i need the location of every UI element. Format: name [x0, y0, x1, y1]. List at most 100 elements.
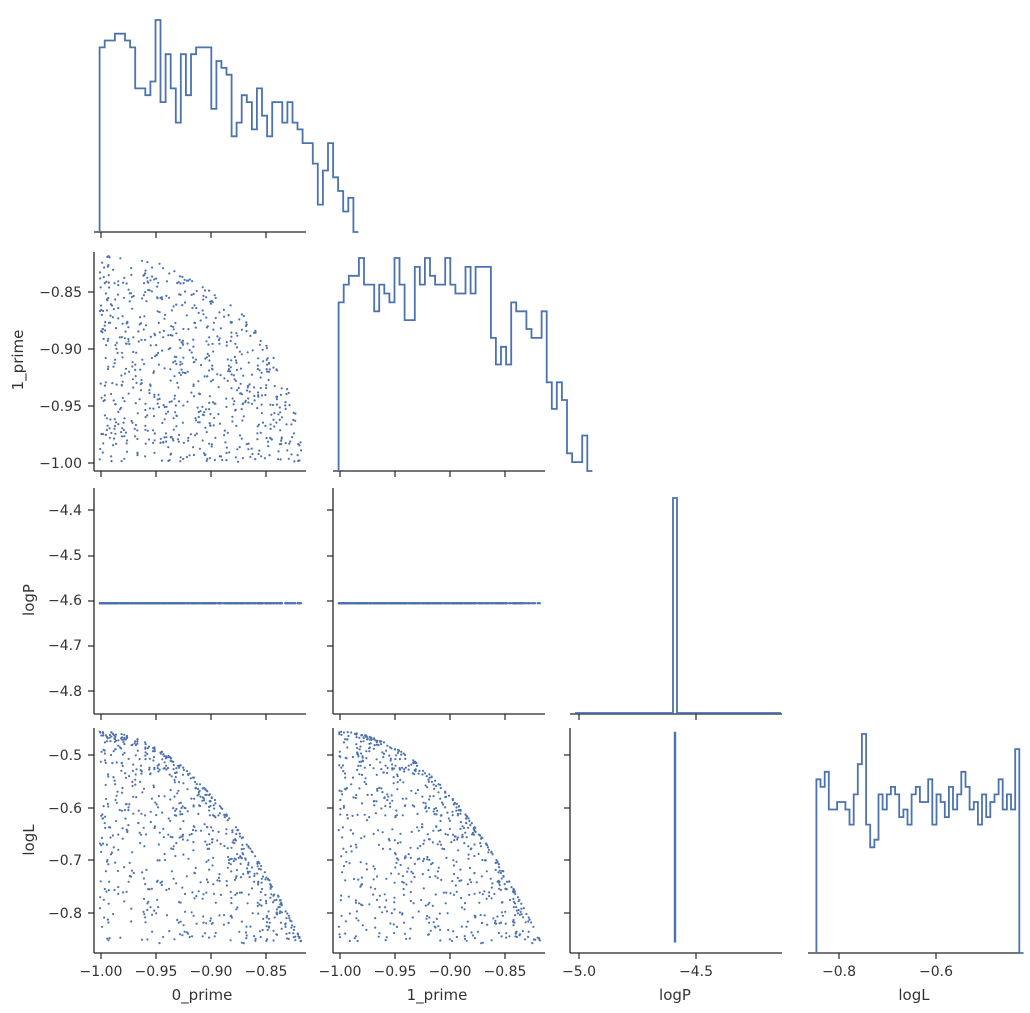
scatter-point — [151, 750, 155, 753]
scatter-point — [404, 856, 407, 859]
scatter-point — [416, 812, 419, 816]
scatter-point — [456, 836, 459, 839]
scatter-point — [500, 935, 503, 938]
scatter-point — [412, 759, 415, 762]
scatter-point — [172, 417, 175, 420]
scatter-point — [356, 751, 359, 754]
scatter-point — [178, 901, 181, 904]
scatter-point — [232, 374, 235, 377]
x-tick-label: −0.90 — [190, 964, 233, 980]
scatter-point — [158, 942, 161, 945]
scatter-point — [486, 844, 489, 847]
scatter-point — [223, 434, 226, 437]
scatter-point — [242, 853, 245, 856]
scatter-point — [178, 933, 182, 936]
scatter-point — [259, 935, 262, 939]
scatter-point — [399, 832, 402, 835]
scatter-point — [153, 395, 156, 399]
scatter-point — [109, 826, 112, 829]
scatter-point — [226, 819, 229, 822]
scatter-point — [358, 773, 361, 776]
scatter-point — [358, 748, 361, 751]
scatter-point — [448, 602, 451, 605]
scatter-point — [361, 759, 364, 762]
scatter-point — [272, 366, 275, 369]
scatter-point — [254, 329, 257, 332]
scatter-point — [427, 933, 430, 936]
scatter-point — [288, 404, 291, 407]
scatter-point — [106, 339, 109, 342]
scatter-point — [453, 835, 456, 838]
scatter-point — [197, 380, 200, 383]
scatter-point — [344, 738, 347, 741]
scatter-point — [202, 414, 205, 417]
scatter-point — [172, 361, 175, 364]
scatter-point — [358, 760, 361, 763]
scatter-point — [192, 841, 195, 844]
scatter-point — [179, 360, 182, 363]
y-tick-label: −4.7 — [48, 638, 82, 654]
scatter-point — [231, 415, 234, 418]
scatter-point — [386, 766, 389, 770]
scatter-point — [153, 393, 156, 396]
scatter-point — [231, 831, 234, 834]
scatter-point — [192, 292, 195, 295]
scatter-point — [384, 764, 387, 767]
scatter-point — [107, 775, 110, 778]
scatter-point — [403, 753, 407, 757]
scatter-point — [110, 731, 113, 734]
scatter-point — [146, 938, 149, 941]
scatter-point — [497, 863, 500, 866]
scatter-point — [163, 317, 166, 320]
scatter-point — [517, 900, 520, 903]
scatter-point — [257, 912, 260, 915]
scatter-point — [115, 801, 118, 804]
scatter-point — [395, 754, 398, 757]
scatter-point — [181, 339, 185, 342]
scatter-point — [195, 432, 198, 435]
scatter-point — [127, 337, 130, 341]
scatter-point — [390, 794, 393, 797]
scatter-point — [378, 786, 381, 790]
scatter-point — [192, 805, 195, 808]
scatter-point — [512, 887, 515, 891]
scatter-point — [267, 378, 270, 382]
scatter-point — [156, 806, 160, 809]
scatter-point — [448, 819, 451, 823]
scatter-point — [501, 901, 504, 904]
scatter-point — [185, 931, 188, 934]
scatter-point — [292, 418, 295, 422]
scatter-point — [140, 770, 143, 773]
scatter-point — [108, 937, 111, 940]
scatter-point — [461, 825, 464, 828]
scatter-point — [473, 829, 476, 833]
scatter-point — [264, 424, 267, 427]
histogram-step-1_prime — [337, 257, 593, 472]
scatter-point — [265, 916, 268, 919]
scatter-point — [125, 890, 128, 893]
scatter-point — [349, 829, 352, 832]
scatter-point — [428, 901, 431, 904]
scatter-point — [208, 422, 211, 425]
scatter-point — [340, 733, 343, 736]
scatter-point — [465, 822, 468, 825]
scatter-point — [191, 356, 195, 359]
scatter-point — [259, 386, 262, 390]
scatter-point — [114, 733, 118, 736]
scatter-point — [472, 833, 476, 836]
scatter-point — [193, 602, 197, 605]
scatter-point — [538, 937, 541, 940]
scatter-point — [497, 879, 500, 882]
scatter-point — [350, 850, 353, 853]
scatter-point — [105, 280, 108, 283]
scatter-point — [504, 602, 507, 605]
scatter-point — [161, 421, 164, 425]
scatter-point — [359, 745, 362, 748]
scatter-point — [241, 843, 244, 847]
scatter-point — [363, 780, 366, 784]
scatter-point — [153, 750, 156, 753]
scatter-point — [285, 917, 288, 920]
scatter-point — [407, 867, 410, 870]
scatter-point — [99, 447, 102, 451]
scatter-point — [260, 394, 264, 397]
